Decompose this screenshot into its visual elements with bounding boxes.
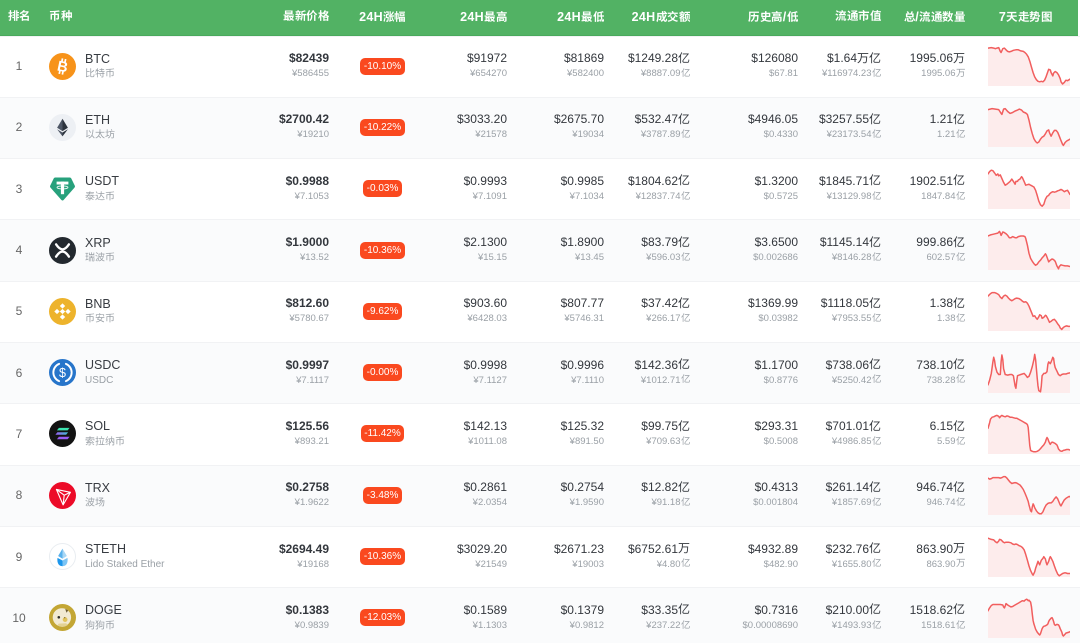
svg-text:$: $ (59, 366, 66, 380)
svg-text:B: B (56, 58, 70, 76)
